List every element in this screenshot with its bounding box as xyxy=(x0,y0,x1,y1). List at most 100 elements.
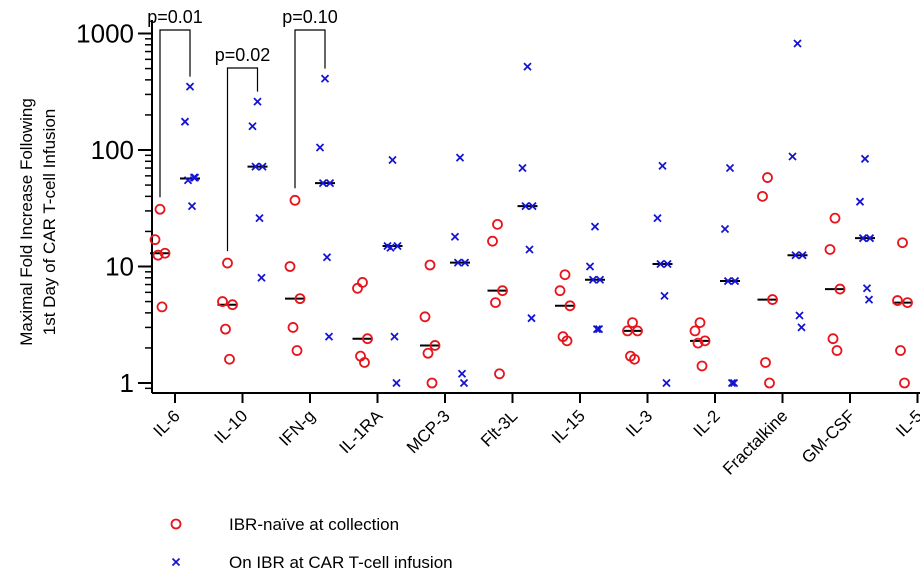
naive-point xyxy=(497,285,508,297)
x-tick-label: IL-15 xyxy=(548,406,589,447)
x-tick-label: IL-2 xyxy=(690,406,724,440)
naive-point xyxy=(689,325,701,337)
ibr-point xyxy=(588,275,598,284)
ibr-point-stroke xyxy=(183,176,193,185)
naive-point xyxy=(892,295,903,306)
ibr-point xyxy=(518,163,527,173)
ibr-point xyxy=(527,314,536,323)
naive-point xyxy=(291,345,303,356)
ibr-point xyxy=(320,74,330,83)
bracket-line xyxy=(226,67,259,252)
x-tick-label: IL-5 xyxy=(892,406,920,440)
ibr-point xyxy=(390,332,399,341)
naive-point xyxy=(762,172,773,183)
ibr-point xyxy=(523,62,532,71)
legend-ibr-stroke xyxy=(171,557,181,567)
ibr-point xyxy=(793,39,802,48)
ibr-point xyxy=(662,378,671,388)
ibr-point xyxy=(795,311,804,320)
ibr-point xyxy=(459,378,469,388)
naive-point xyxy=(834,283,846,295)
ibr-point-stroke xyxy=(653,214,662,223)
x-tick-label: Fractalkine xyxy=(719,406,791,478)
ibr-point xyxy=(658,161,667,171)
ibr-point xyxy=(860,154,870,163)
ibr-point-stroke xyxy=(594,324,604,334)
ibr-point-stroke xyxy=(592,324,602,334)
ibr-point-stroke xyxy=(729,378,739,388)
ibr-point-stroke xyxy=(257,273,266,282)
ibr-point-stroke xyxy=(253,97,262,106)
ibr-point-stroke xyxy=(248,122,257,131)
naive-point xyxy=(352,282,363,294)
ibr-point-stroke xyxy=(187,201,197,211)
ibr-point xyxy=(392,378,401,388)
naive-point xyxy=(622,325,633,337)
x-tick-label: IL-3 xyxy=(622,406,656,440)
ibr-point-stroke xyxy=(527,314,536,323)
ibr-point-stroke xyxy=(518,163,527,173)
ibr-point xyxy=(858,234,868,243)
ibr-point xyxy=(185,82,195,91)
significance-bracket xyxy=(226,67,259,252)
ibr-point-stroke xyxy=(656,259,665,269)
ibr-point xyxy=(453,258,463,267)
ibr-point xyxy=(791,251,800,260)
ibr-point-stroke xyxy=(585,262,595,271)
data-points xyxy=(149,39,913,389)
ibr-point xyxy=(788,152,797,161)
ibr-point-stroke xyxy=(453,258,463,267)
naive-point xyxy=(222,257,233,269)
naive-point xyxy=(902,297,913,308)
ibr-point xyxy=(253,97,262,106)
ibr-point xyxy=(460,258,470,267)
ibr-point xyxy=(189,173,199,182)
ibr-point-stroke xyxy=(460,258,470,267)
naive-point xyxy=(422,347,434,359)
x-tick-label: IL-6 xyxy=(150,406,184,440)
ibr-point-stroke xyxy=(393,241,402,251)
naive-point xyxy=(220,323,231,335)
ibr-point-stroke xyxy=(315,143,325,152)
ibr-point-stroke xyxy=(525,245,534,254)
ibr-point xyxy=(457,369,467,378)
ibr-point-stroke xyxy=(725,163,735,173)
ibr-point-stroke xyxy=(459,378,469,388)
naive-point xyxy=(284,261,296,272)
ibr-point-stroke xyxy=(521,201,530,211)
naive-point xyxy=(696,360,708,372)
y-tick-label: 10 xyxy=(105,252,134,282)
naive-point xyxy=(227,299,238,311)
ibr-point-stroke xyxy=(189,173,199,182)
ibr-point-stroke xyxy=(318,178,328,188)
ibr-point xyxy=(720,224,730,234)
ibr-point-stroke xyxy=(324,332,334,341)
naive-point xyxy=(152,249,164,261)
ibr-point-stroke xyxy=(860,154,870,163)
ibr-point-stroke xyxy=(590,222,600,231)
ibr-point-stroke xyxy=(660,291,669,300)
ibr-point xyxy=(258,162,267,171)
naive-point xyxy=(359,357,370,368)
ibr-point-stroke xyxy=(390,332,399,341)
ibr-point-stroke xyxy=(523,62,532,71)
ibr-point-stroke xyxy=(791,251,800,260)
y-axis-label: Maximal Fold Increase Following 1st Day … xyxy=(17,98,59,346)
naive-point xyxy=(490,297,501,308)
ibr-point xyxy=(862,284,872,293)
ibr-point xyxy=(656,259,665,269)
ibr-point xyxy=(797,323,806,332)
ibr-point-stroke xyxy=(185,82,195,91)
legend-naive-label: IBR-naïve at collection xyxy=(229,515,399,534)
bracket-line xyxy=(159,29,191,198)
ibr-point-stroke xyxy=(797,323,806,332)
ibr-point xyxy=(663,259,672,269)
naive-point xyxy=(831,345,843,356)
ibr-point-stroke xyxy=(858,234,868,243)
ibr-point xyxy=(855,197,865,206)
naive-point xyxy=(757,190,768,202)
ibr-point-stroke xyxy=(862,284,872,293)
x-tick-label: Flt-3L xyxy=(477,406,521,450)
naive-point xyxy=(419,311,431,323)
